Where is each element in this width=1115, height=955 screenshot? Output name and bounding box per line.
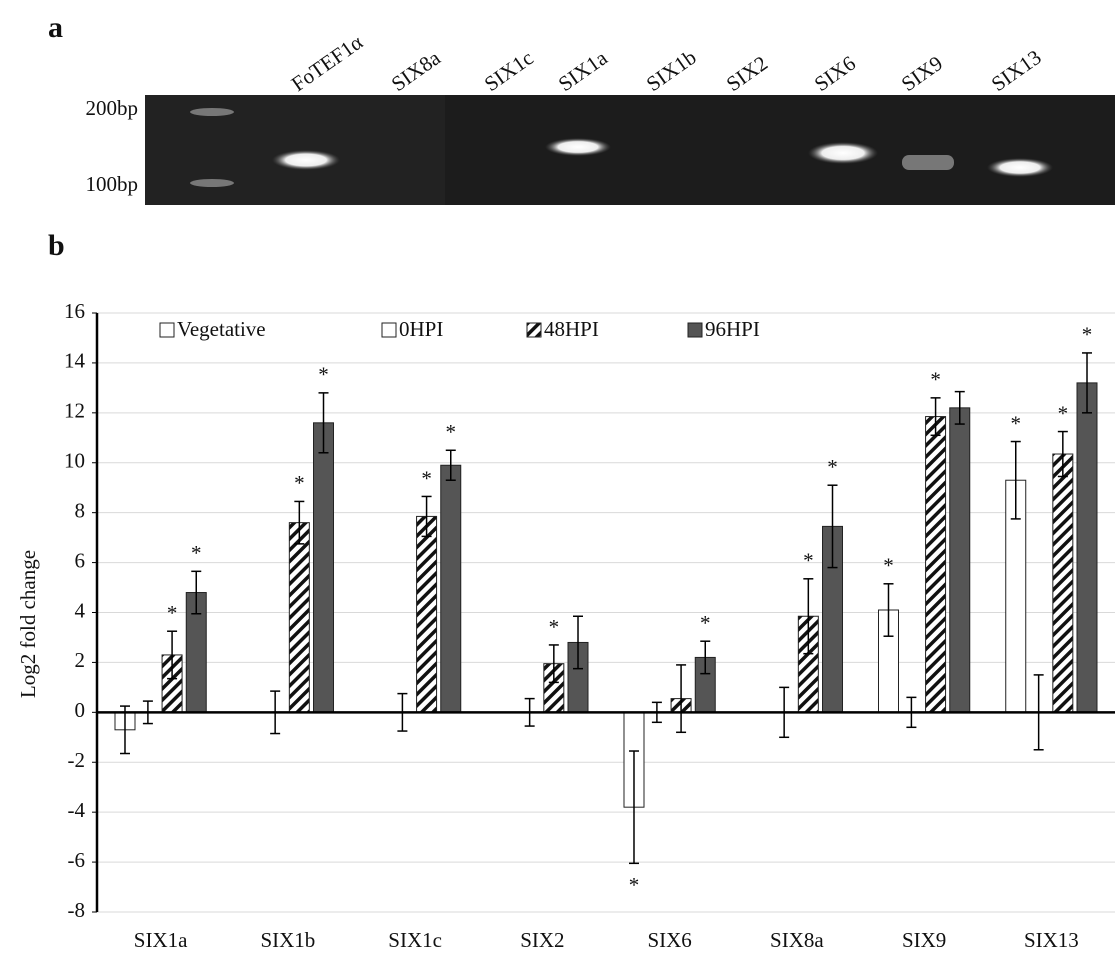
x-tick-label: SIX13 [1024,928,1079,952]
bar [926,417,946,713]
significance-mark: * [191,541,202,565]
panel-label: a [48,11,63,44]
x-tick-label: SIX9 [902,928,946,952]
bar [441,465,461,712]
figure: a b 200bp 100bp Log2 fold change FoTEF1α… [0,0,1115,955]
x-tick-label: SIX1c [388,928,442,952]
gel-lane-label: SIX1a [554,45,612,96]
y-tick-label: 4 [75,598,86,622]
y-axis-title: Log2 fold change [16,550,40,698]
y-tick-label: 8 [75,498,86,522]
x-tick-label: SIX2 [520,928,564,952]
significance-mark: * [1010,411,1021,435]
significance-mark: * [446,420,457,444]
significance-mark: * [700,611,711,635]
y-tick-label: 14 [64,349,86,373]
significance-mark: * [294,471,305,495]
significance-mark: * [1058,401,1069,425]
gel-image [145,95,1115,205]
y-tick-label: -2 [68,748,86,772]
significance-mark: * [803,549,814,573]
y-tick-label: 16 [64,299,85,323]
legend-swatch [527,323,541,337]
gel-lane-label: SIX2 [722,51,772,96]
bar [289,523,309,713]
significance-mark: * [167,601,178,625]
bar [1053,454,1073,712]
significance-mark: * [827,455,838,479]
bar [1077,383,1097,712]
bar [314,423,334,713]
legend-label: Vegetative [177,317,266,341]
significance-mark: * [883,554,894,578]
legend-swatch [382,323,396,337]
y-tick-label: -6 [68,848,86,872]
x-tick-label: SIX1b [260,928,315,952]
y-tick-label: 2 [75,648,86,672]
legend-swatch [160,323,174,337]
y-tick-label: -8 [68,898,86,922]
bar [950,408,970,712]
y-tick-label: 0 [75,698,86,722]
y-tick-label: 10 [64,449,85,473]
gel-marker: 200bp [86,96,139,120]
gel-lane-label: SIX1b [642,45,701,96]
y-tick-label: 6 [75,548,86,572]
significance-mark: * [1082,323,1093,347]
gel-marker: 100bp [86,172,139,196]
gel-lane-label: SIX8a [387,45,445,96]
legend-swatch [688,323,702,337]
legend-label: 48HPI [544,317,599,341]
panel-label: b [48,229,65,262]
bar [417,516,437,712]
y-tick-label: -4 [68,798,86,822]
x-tick-label: SIX6 [647,928,691,952]
y-tick-label: 12 [64,399,85,423]
gel-lane-label: SIX1c [480,46,538,96]
significance-mark: * [549,615,560,639]
gel-lane-label: FoTEF1α [287,30,367,96]
legend-label: 96HPI [705,317,760,341]
gel-lane-label: SIX6 [810,51,860,96]
legend-label: 0HPI [399,317,443,341]
significance-mark: * [629,873,640,897]
gel-lane-label: SIX9 [897,51,947,96]
x-tick-label: SIX8a [770,928,824,952]
x-tick-label: SIX1a [134,928,188,952]
significance-mark: * [930,368,941,392]
gel-lane-label: SIX13 [987,45,1046,96]
significance-mark: * [318,363,329,387]
significance-mark: * [421,466,432,490]
